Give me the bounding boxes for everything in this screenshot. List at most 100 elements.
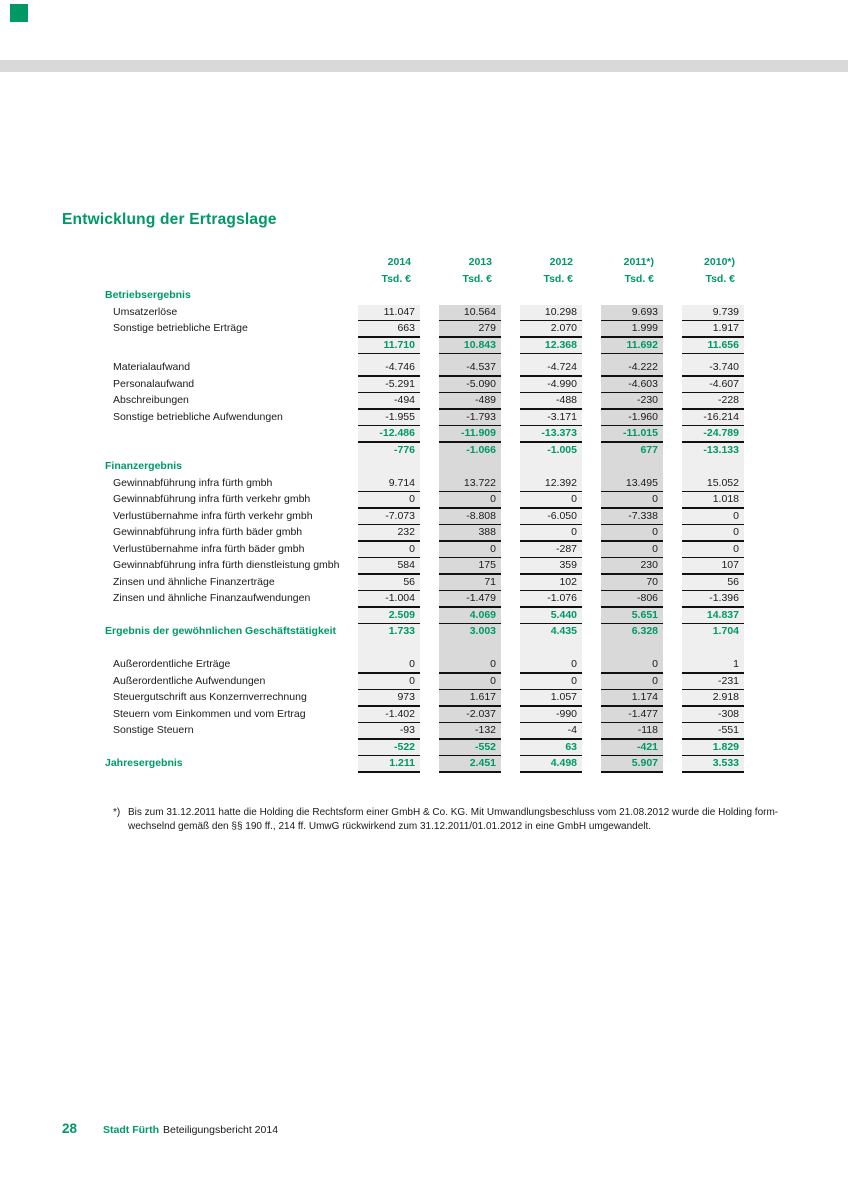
footnote-marker: *)	[113, 807, 121, 818]
value-cell: 0	[439, 541, 501, 559]
table-row: Zinsen und ähnliche Finanzaufwendungen -1…	[105, 591, 786, 608]
value-cell: 1.704	[682, 624, 744, 641]
table-row: Außerordentliche Aufwendungen 0 0 0 0 -231	[105, 673, 786, 691]
value-cell: 56	[682, 574, 744, 592]
value-cell: 1.617	[439, 690, 501, 707]
value-cell: -1.005	[520, 442, 582, 459]
table-row: Verlustübernahme infra fürth verkehr gmb…	[105, 508, 786, 526]
value-cell: 10.564	[439, 304, 501, 322]
value-cell: 11.047	[358, 304, 420, 322]
page-title: Entwicklung der Ertragslage	[62, 211, 277, 229]
table-row: Personalaufwand -5.291 -5.090 -4.990 -4.603 -…	[105, 376, 786, 394]
value-cell: 1.733	[358, 624, 420, 641]
value-cell: 9.693	[601, 304, 663, 322]
value-cell: -230	[601, 393, 663, 410]
value-cell: 0	[439, 673, 501, 691]
value-cell: -551	[682, 723, 744, 740]
value-cell: -776	[358, 442, 420, 459]
footnote-text: Bis zum 31.12.2011 hatte die Holding die…	[128, 806, 778, 833]
value-cell: 0	[601, 525, 663, 542]
footer-report-title: Beteiligungsbericht 2014	[163, 1124, 279, 1136]
value-cell: -4	[520, 723, 582, 740]
value-cell	[520, 640, 582, 657]
value-cell: 663	[358, 321, 420, 338]
value-cell: -1.793	[439, 409, 501, 427]
value-cell: 1.999	[601, 321, 663, 338]
value-cell: 175	[439, 558, 501, 575]
table-row: Gewinnabführung infra fürth gmbh 9.714 13.…	[105, 475, 786, 493]
value-cell: 1.211	[358, 756, 420, 773]
row-label: Personalaufwand	[113, 377, 195, 390]
value-cell: 0	[601, 657, 663, 674]
value-cell	[682, 640, 744, 657]
value-cell: -2.037	[439, 706, 501, 724]
value-cell: -11.015	[601, 426, 663, 443]
row-label: Zinsen und ähnliche Finanzerträge	[113, 575, 275, 588]
value-cell: -1.477	[601, 706, 663, 724]
value-cell: -806	[601, 591, 663, 608]
value-cell: 9.714	[358, 475, 420, 493]
value-cell: -4.746	[358, 360, 420, 377]
value-cell: -4.222	[601, 360, 663, 377]
value-cell: 1	[682, 657, 744, 674]
value-cell: 677	[601, 442, 663, 459]
value-cell: 10.298	[520, 304, 582, 322]
row-label: Gewinnabführung infra fürth gmbh	[113, 476, 273, 489]
value-cell: 12.368	[520, 337, 582, 355]
table-row: Umsatzerlöse 11.047 10.564 10.298 9.693 9.739	[105, 304, 786, 322]
value-cell: -1.402	[358, 706, 420, 724]
row-label	[105, 443, 339, 460]
footnote: *) Bis zum 31.12.2011 hatte die Holding …	[113, 806, 803, 833]
row-label: Ergebnis der gewöhnlichen Geschäftstätig…	[105, 625, 337, 637]
value-cell: 102	[520, 574, 582, 592]
value-cell: 1.829	[682, 739, 744, 757]
row-label: Materialaufwand	[113, 361, 191, 373]
value-cell: -3.171	[520, 409, 582, 427]
table-row: Tsd. € Tsd. € Tsd. € Tsd. € Tsd. €	[105, 272, 786, 289]
value-cell	[601, 640, 663, 657]
value-cell	[439, 354, 501, 360]
ertragslage-table: 2014 2013 2012 2011*) 2010*) Tsd. € Tsd. € Tsd.…	[105, 255, 786, 773]
value-cell: 2.509	[358, 607, 420, 625]
value-cell: 388	[439, 525, 501, 542]
value-cell: 71	[439, 574, 501, 592]
value-cell: 3.533	[682, 756, 744, 773]
value-cell: -93	[358, 723, 420, 740]
table-row: Außerordentliche Erträge 0 0 0 0 1	[105, 657, 786, 674]
value-cell: 0	[682, 508, 744, 526]
table-row: Betriebsergebnis	[105, 288, 786, 305]
table-row: Ergebnis der gewöhnlichen Geschäftstätig…	[105, 624, 786, 641]
value-cell: 10.843	[439, 337, 501, 355]
column-header-cell: Tsd. €	[705, 272, 735, 285]
value-cell	[439, 288, 501, 305]
value-cell: 5.651	[601, 607, 663, 625]
value-cell: -308	[682, 706, 744, 724]
row-label	[105, 255, 339, 272]
row-label: Gewinnabführung infra fürth bäder gmbh	[113, 526, 303, 538]
value-cell: -287	[520, 541, 582, 559]
value-cell: 56	[358, 574, 420, 592]
value-cell: 107	[682, 558, 744, 575]
table-row: -12.486 -11.909 -13.373 -11.015 -24.789	[105, 426, 786, 443]
table-row	[105, 354, 786, 360]
table-row: 2.509 4.069 5.440 5.651 14.837	[105, 607, 786, 625]
row-label: Außerordentliche Erträge	[113, 658, 231, 670]
value-cell: -4.607	[682, 376, 744, 394]
value-cell: 1.917	[682, 321, 744, 338]
row-label: Außerordentliche Aufwendungen	[113, 674, 266, 687]
row-label	[105, 740, 339, 757]
value-cell: -16.214	[682, 409, 744, 427]
value-cell: -6.050	[520, 508, 582, 526]
value-cell: 0	[358, 657, 420, 674]
row-label: Abschreibungen	[113, 394, 189, 406]
value-cell	[601, 354, 663, 360]
value-cell: 0	[439, 657, 501, 674]
row-label: Steuergutschrift aus Konzernverrechnung	[113, 691, 307, 703]
table-row: Gewinnabführung infra fürth bäder gmbh 23…	[105, 525, 786, 542]
value-cell	[520, 288, 582, 305]
value-cell: 13.495	[601, 475, 663, 493]
value-cell: 2.918	[682, 690, 744, 707]
value-cell: 0	[358, 541, 420, 559]
value-cell: 0	[358, 673, 420, 691]
row-label: Verlustübernahme infra fürth verkehr gmb…	[113, 509, 313, 522]
